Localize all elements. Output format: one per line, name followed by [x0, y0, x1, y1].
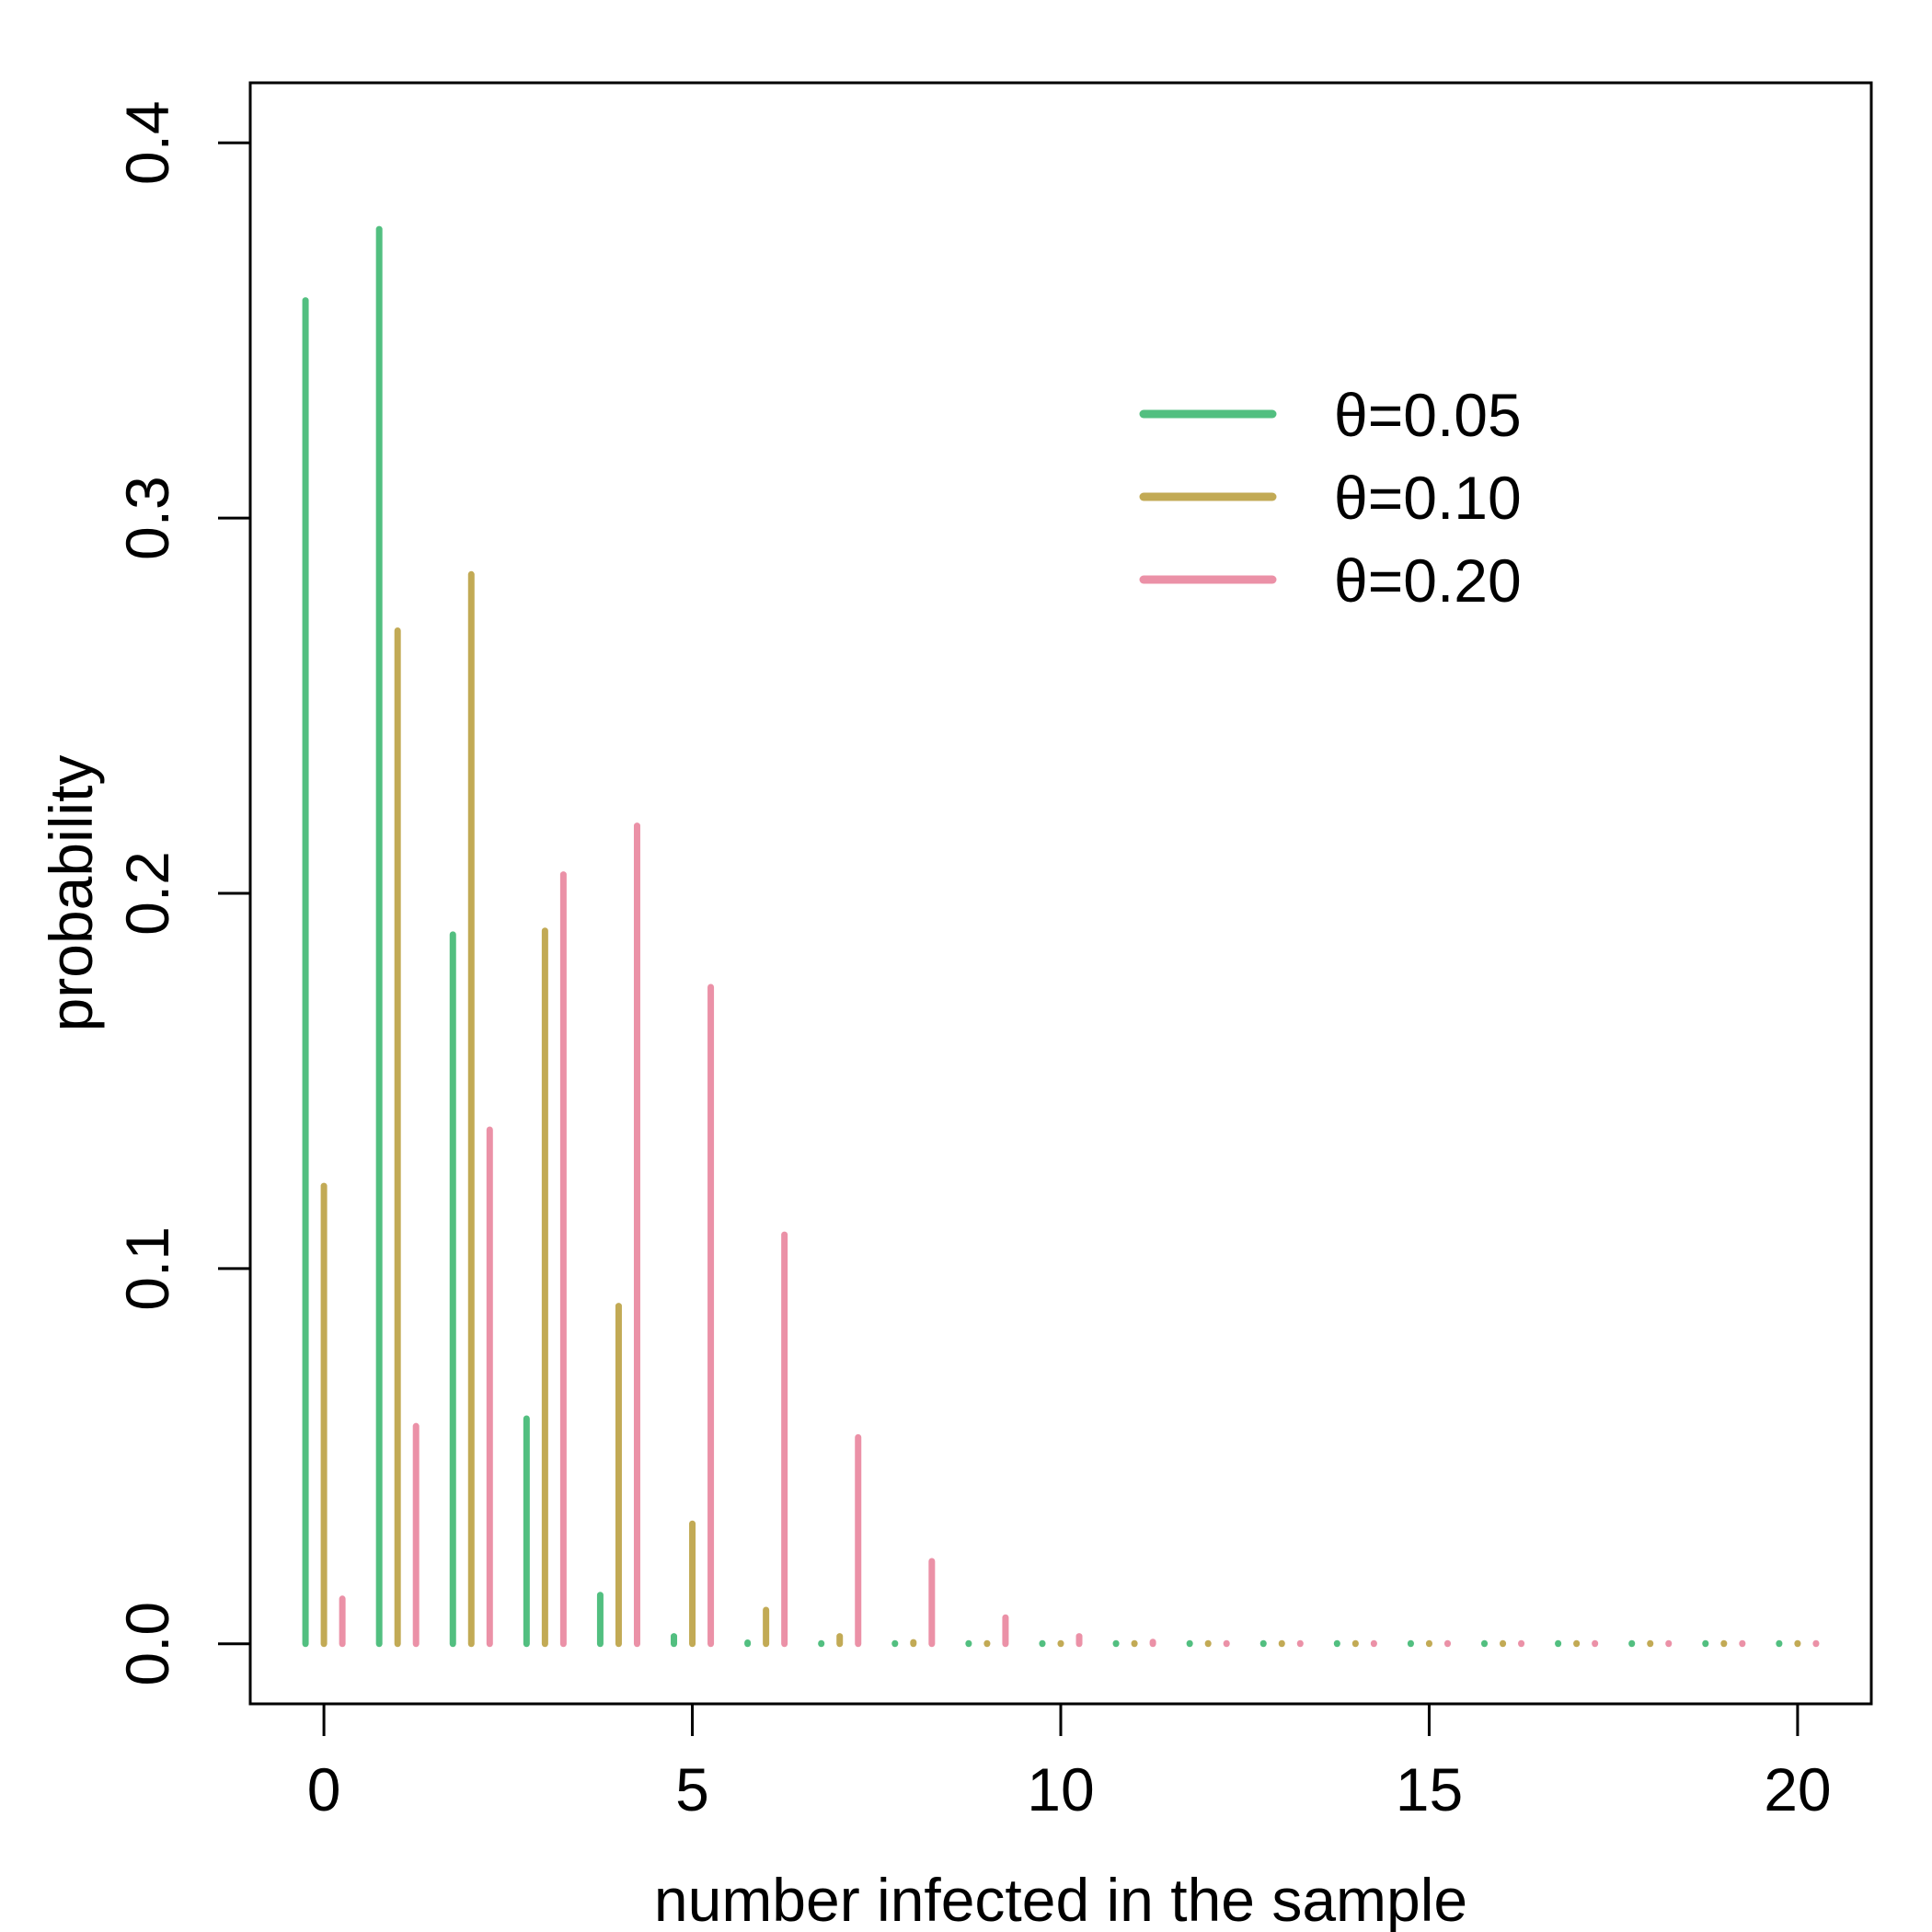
x-tick-label: 5	[675, 1755, 709, 1823]
x-tick-label: 0	[307, 1755, 341, 1823]
y-tick-label: 0.2	[113, 851, 181, 936]
y-axis-title: probability	[37, 755, 105, 1032]
y-tick-label: 0.0	[113, 1602, 181, 1686]
legend: θ=0.05 θ=0.10 θ=0.20	[1139, 381, 1522, 615]
bars-group	[302, 225, 1820, 1648]
y-axis: 0.0 0.1 0.2 0.3 0.4	[113, 100, 252, 1686]
x-tick-label: 20	[1764, 1755, 1831, 1823]
x-axis-title: number infected in the sample	[654, 1866, 1467, 1932]
legend-label: θ=0.05	[1334, 381, 1522, 449]
x-axis: 0 5 10 15 20	[307, 1702, 1832, 1823]
x-tick-label: 10	[1027, 1755, 1094, 1823]
legend-label: θ=0.20	[1334, 546, 1522, 615]
legend-label: θ=0.10	[1334, 464, 1522, 532]
y-tick-label: 0.3	[113, 476, 181, 560]
y-tick-label: 0.4	[113, 100, 181, 185]
plot-frame	[248, 81, 1873, 1706]
x-tick-label: 15	[1396, 1755, 1463, 1823]
y-tick-label: 0.1	[113, 1226, 181, 1311]
